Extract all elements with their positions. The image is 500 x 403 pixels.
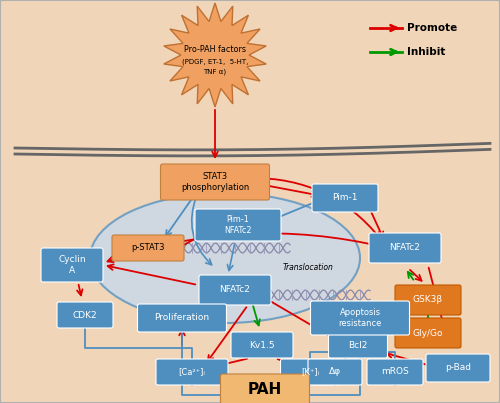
Text: Δφ: Δφ — [329, 368, 341, 376]
FancyBboxPatch shape — [138, 304, 226, 332]
FancyBboxPatch shape — [367, 359, 423, 385]
FancyBboxPatch shape — [312, 184, 378, 212]
FancyBboxPatch shape — [231, 332, 293, 358]
Text: Proliferation: Proliferation — [154, 314, 210, 322]
FancyBboxPatch shape — [156, 359, 228, 385]
Text: PAH: PAH — [248, 382, 282, 397]
Ellipse shape — [90, 193, 360, 323]
Text: p-Bad: p-Bad — [445, 364, 471, 372]
Text: [Ca²⁺]ᵢ: [Ca²⁺]ᵢ — [178, 368, 206, 376]
Text: Apoptosis
resistance: Apoptosis resistance — [338, 308, 382, 328]
Text: Inhibit: Inhibit — [407, 47, 446, 57]
Text: Pim-1: Pim-1 — [332, 193, 358, 202]
FancyBboxPatch shape — [308, 359, 362, 385]
Text: Gly/Go: Gly/Go — [413, 328, 444, 337]
FancyBboxPatch shape — [395, 318, 461, 348]
Text: Cyclin
A: Cyclin A — [58, 255, 86, 275]
Text: (PDGF, ET-1,  5-HT,: (PDGF, ET-1, 5-HT, — [182, 59, 248, 65]
FancyBboxPatch shape — [328, 332, 388, 358]
Text: NFATc2: NFATc2 — [390, 243, 420, 253]
Text: mROS: mROS — [381, 368, 409, 376]
Text: TNF α): TNF α) — [204, 69, 227, 75]
FancyBboxPatch shape — [426, 354, 490, 382]
FancyBboxPatch shape — [395, 285, 461, 315]
Text: Translocation: Translocation — [282, 264, 334, 272]
Text: STAT3
phosphorylation: STAT3 phosphorylation — [181, 172, 249, 192]
FancyBboxPatch shape — [112, 235, 184, 261]
FancyBboxPatch shape — [310, 301, 410, 335]
Text: Bcl2: Bcl2 — [348, 341, 368, 349]
Text: GSK3β: GSK3β — [413, 295, 443, 305]
FancyBboxPatch shape — [199, 275, 271, 305]
Text: p-STAT3: p-STAT3 — [131, 243, 165, 253]
Text: CDK2: CDK2 — [72, 310, 98, 320]
FancyBboxPatch shape — [369, 233, 441, 263]
FancyBboxPatch shape — [57, 302, 113, 328]
Text: [K⁺]ᵢ: [K⁺]ᵢ — [301, 368, 319, 376]
Text: NFATc2: NFATc2 — [220, 285, 250, 295]
Text: Pro-PAH factors: Pro-PAH factors — [184, 46, 246, 54]
FancyBboxPatch shape — [280, 359, 340, 385]
FancyBboxPatch shape — [41, 248, 103, 282]
Text: Kv1.5: Kv1.5 — [249, 341, 275, 349]
FancyBboxPatch shape — [160, 164, 270, 200]
FancyBboxPatch shape — [195, 209, 281, 241]
FancyBboxPatch shape — [220, 374, 310, 403]
Polygon shape — [164, 3, 266, 107]
Text: Pim-1
NFATc2: Pim-1 NFATc2 — [224, 215, 252, 235]
Text: Promote: Promote — [407, 23, 457, 33]
